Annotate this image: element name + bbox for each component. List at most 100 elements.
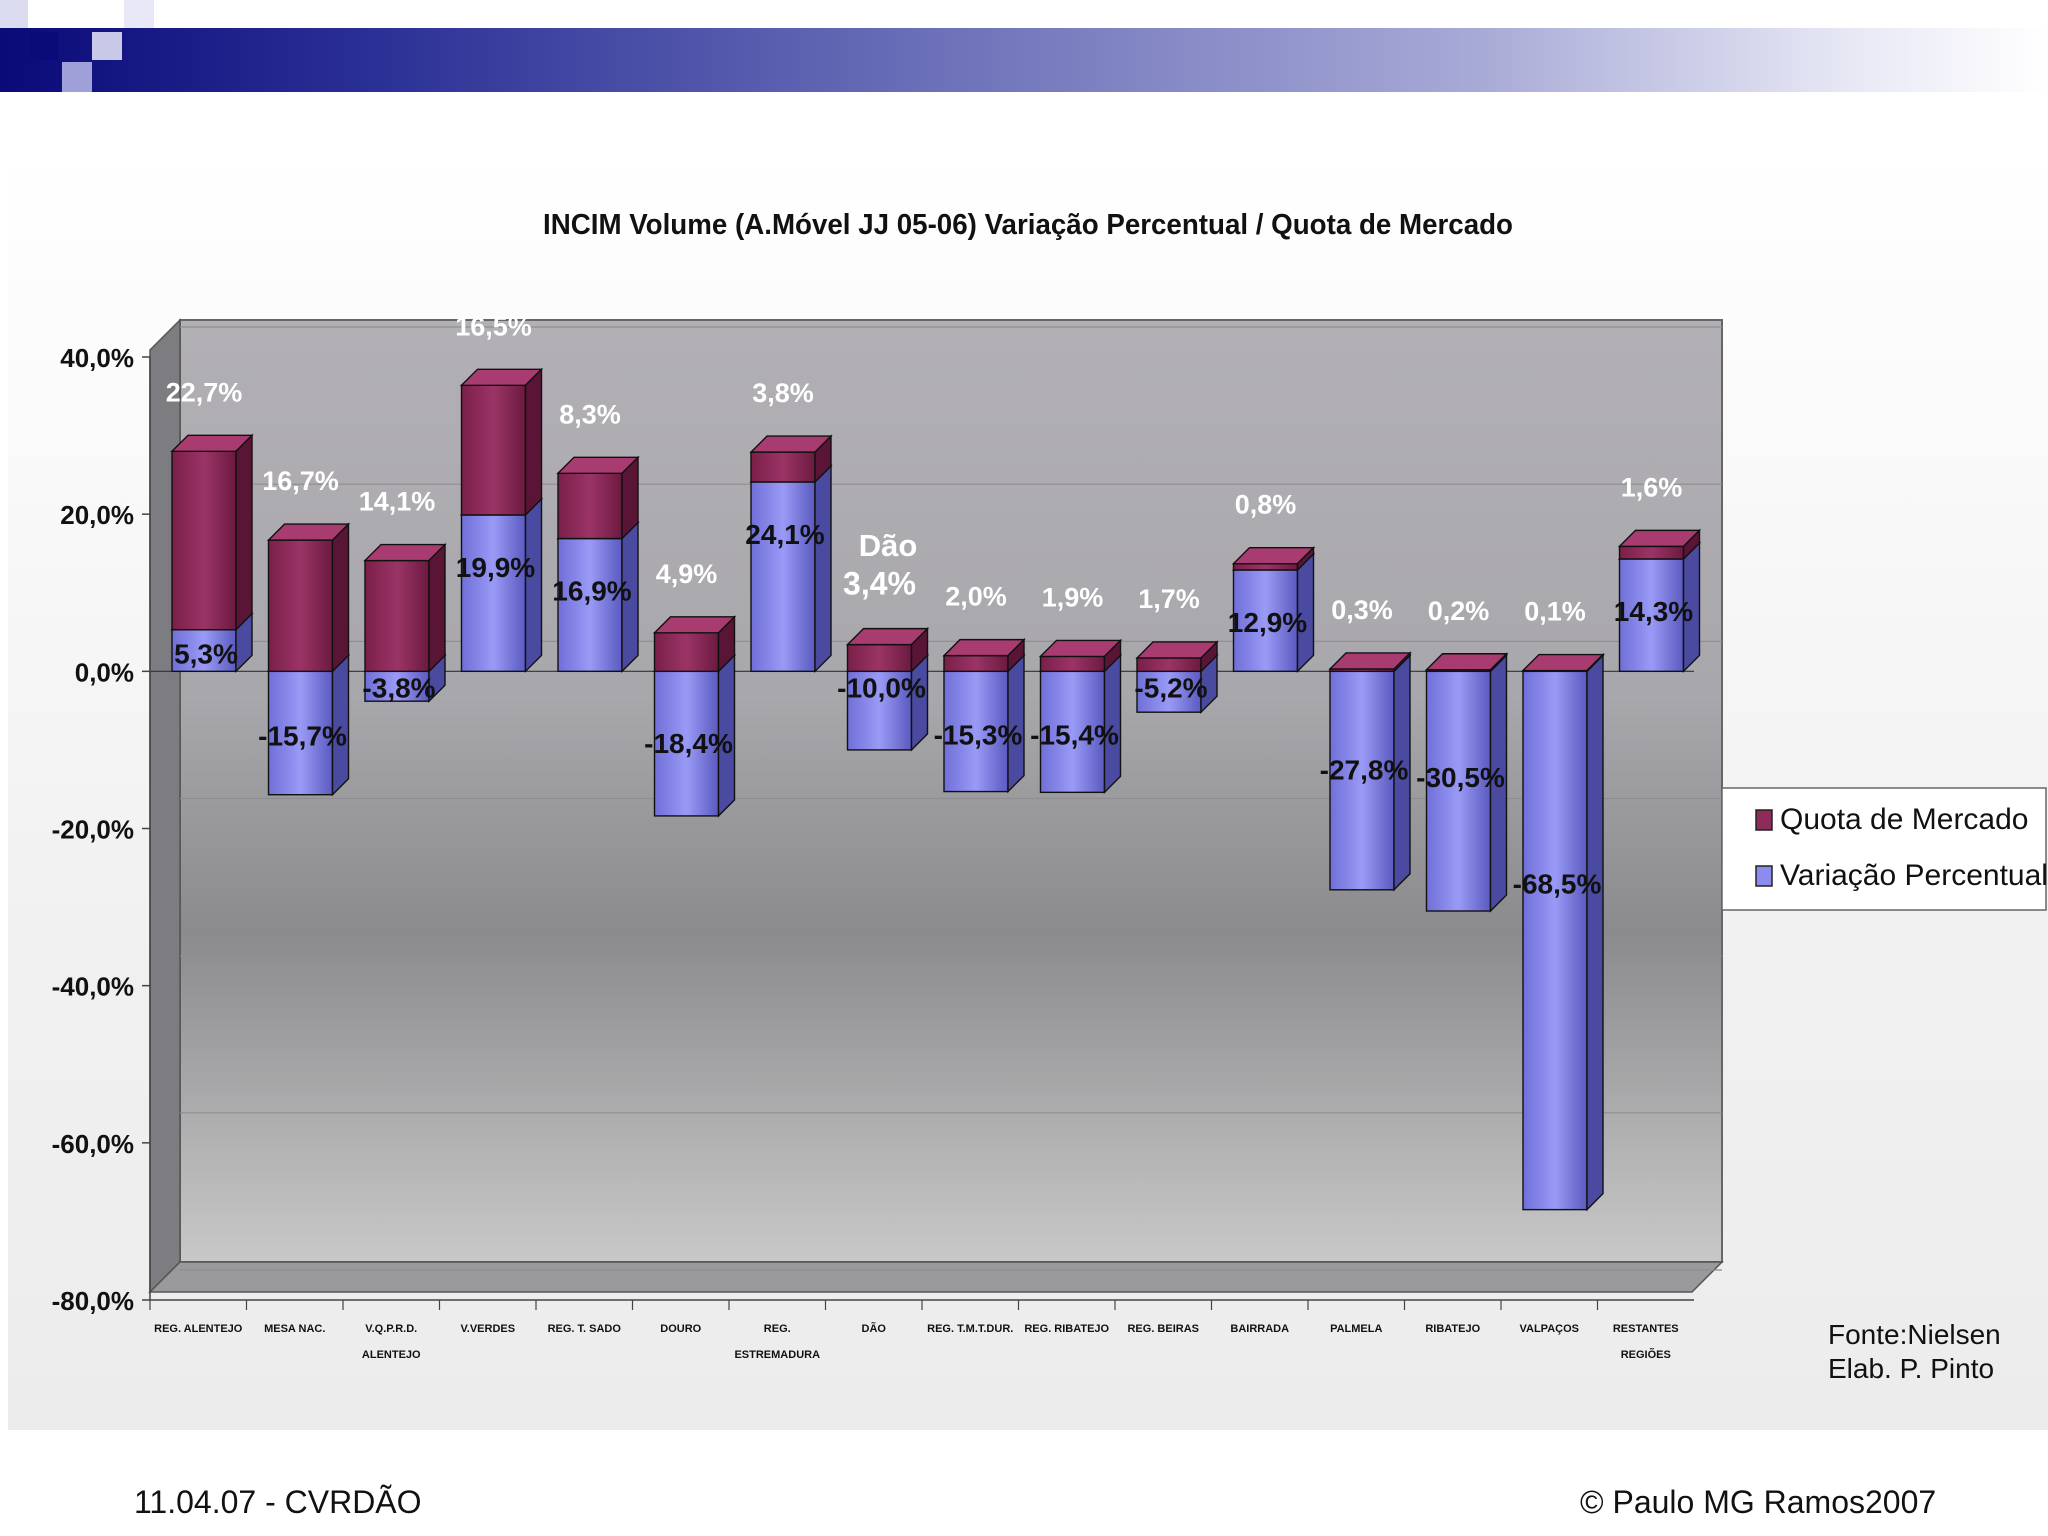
quota-label: 3,8%: [752, 378, 814, 408]
quota-bar-8: [942, 637, 1026, 674]
quota-bar-9: [1038, 638, 1123, 674]
variacao-bar-6-side: [814, 464, 832, 674]
legend-label-variacao: Variação Percentual: [1780, 859, 2048, 892]
variacao-bar-3-side: [524, 497, 543, 674]
x-axis: REG. ALENTEJO MESA NAC. V.Q.P.R.D. ALENTEJO…: [149, 1299, 1694, 1361]
quota-bar-10: [1135, 640, 1219, 674]
variacao-bar-3: [459, 497, 544, 674]
y-tick-label: -80,0%: [52, 1286, 134, 1316]
variacao-label: 24,1%: [745, 519, 824, 550]
variacao-bar-10-front: [1136, 670, 1202, 713]
quota-bar-2-side: [428, 542, 446, 674]
quota-bar-3-side: [524, 367, 543, 517]
quota-bar-2: [363, 542, 447, 674]
y-tick-label: -20,0%: [52, 815, 134, 845]
quota-bar-2-front: [364, 559, 430, 673]
bars: [170, 367, 1702, 1212]
variacao-bar-13: [1424, 653, 1509, 913]
quota-bar-7: [845, 626, 930, 674]
quota-bar-14-side: [1586, 652, 1604, 674]
quota-label: 16,5%: [455, 311, 532, 341]
quota-bar-3-front: [460, 384, 527, 516]
quota-label: 1,6%: [1621, 472, 1683, 502]
quota-bar-12: [1328, 651, 1412, 674]
variacao-bar-13-front: [1425, 670, 1492, 912]
quota-bar-4-front: [557, 472, 623, 540]
legend-box: [1721, 787, 2047, 911]
variacao-bar-6: [749, 464, 833, 674]
variacao-bar-15-front: [1618, 558, 1685, 673]
variacao-label: -15,4%: [1030, 720, 1119, 751]
quota-bar-1: [266, 522, 351, 674]
quota-bar-11-side: [1296, 545, 1315, 572]
logo-square-dark: [30, 32, 58, 60]
quota-label: 2,0%: [945, 582, 1007, 612]
quota-bar-14: [1521, 652, 1605, 674]
variacao-bar-14-front: [1522, 670, 1588, 1211]
quota-bar-6-side: [814, 434, 832, 484]
chart-title: INCIM Volume (A.Móvel JJ 05-06) Variação…: [543, 209, 1513, 241]
y-tick-label: -60,0%: [52, 1129, 134, 1159]
variacao-bar-15: [1617, 541, 1702, 674]
quota-label: 16,7%: [262, 466, 339, 496]
legend: Quota de Mercado Variação Percentual: [1721, 787, 2048, 911]
category-label: REG. T. SADO: [548, 1323, 622, 1335]
quota-label: 1,7%: [1138, 584, 1200, 614]
quota-label: 4,9%: [656, 559, 718, 589]
category-label: ESTREMADURA: [734, 1349, 820, 1361]
logo-square-light-4: [124, 0, 154, 28]
quota-label: 0,1%: [1524, 597, 1586, 627]
category-label: MESA NAC.: [264, 1323, 325, 1335]
y-tick-label: 40,0%: [60, 343, 134, 373]
variacao-bar-14-side: [1586, 653, 1604, 1212]
variacao-label: -18,4%: [644, 728, 733, 759]
legend-swatch-quota: [1755, 809, 1773, 831]
quota-bar-10-side: [1200, 640, 1218, 674]
quota-bar-5-front: [653, 632, 720, 673]
quota-label: 14,1%: [359, 487, 436, 517]
category-label: V.Q.P.R.D.: [365, 1323, 417, 1335]
quota-bar-15: [1617, 528, 1702, 561]
plot-floor: [148, 1261, 1724, 1293]
logo-square-light-3: [62, 62, 92, 92]
quota-bar-0-side: [235, 433, 253, 632]
y-tick-label: 0,0%: [75, 657, 134, 687]
variacao-label: 16,9%: [552, 576, 631, 607]
quota-bar-15-side: [1682, 528, 1701, 561]
variacao-label: 14,3%: [1614, 596, 1693, 627]
variacao-label: -30,5%: [1416, 762, 1505, 793]
dao-callout: Dão: [859, 528, 918, 563]
quota-bar-13-side: [1489, 652, 1508, 674]
quota-bar-0: [170, 433, 254, 632]
category-label: RESTANTES: [1613, 1323, 1679, 1335]
category-label: DÃO: [862, 1322, 887, 1335]
variacao-label: -15,7%: [258, 720, 347, 751]
bar-labels: 5,3% 22,7% -15,7% 16,7% -3,8% 14,1% 19,9% 16,5%…: [166, 311, 1694, 899]
category-label: PALMELA: [1330, 1323, 1382, 1335]
header-band: [0, 28, 2048, 92]
variacao-bar-14: [1521, 653, 1605, 1212]
quota-bar-9-side: [1103, 638, 1122, 674]
variacao-label: -3,8%: [362, 672, 435, 703]
legend-label-quota: Quota de Mercado: [1780, 803, 2028, 836]
y-tick-label: -40,0%: [52, 972, 134, 1002]
variacao-label: 5,3%: [174, 639, 238, 670]
category-label: REGIÕES: [1621, 1348, 1671, 1361]
quota-bar-9-front: [1039, 655, 1106, 673]
legend-swatch-variacao: [1755, 865, 1773, 887]
variacao-label: -10,0%: [837, 672, 926, 703]
source-line-1: Fonte:Nielsen: [1828, 1319, 2001, 1350]
quota-bar-6-front: [750, 451, 816, 483]
variacao-label: -15,3%: [934, 719, 1023, 750]
quota-bar-10-front: [1136, 657, 1202, 673]
quota-label: 22,7%: [166, 377, 243, 407]
quota-bar-7-side: [910, 626, 929, 674]
category-label: RIBATEJO: [1425, 1323, 1480, 1335]
category-label: VALPAÇOS: [1520, 1323, 1580, 1335]
y-tick-label: 20,0%: [60, 500, 134, 530]
footer-date: 11.04.07 - CVRDÃO: [134, 1484, 422, 1520]
footer-copyright: © Paulo MG Ramos2007: [1580, 1484, 1937, 1520]
quota-label: 0,8%: [1235, 490, 1297, 520]
variacao-bar-6-front: [750, 481, 816, 673]
